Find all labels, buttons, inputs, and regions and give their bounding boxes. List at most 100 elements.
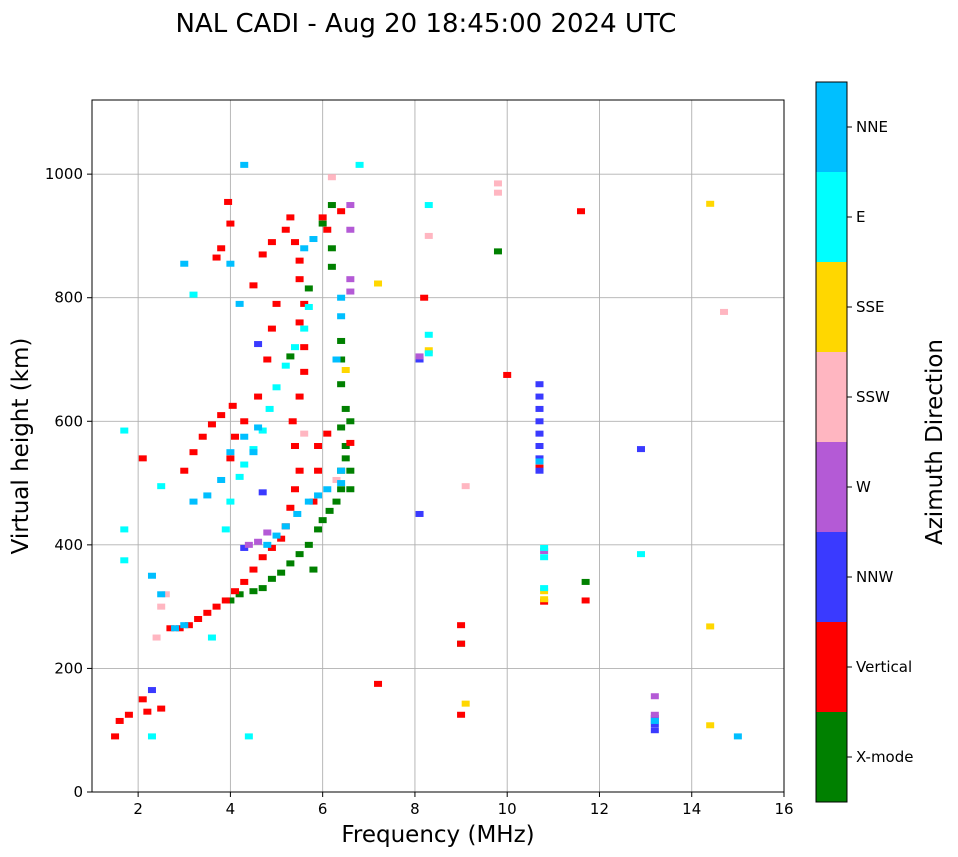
data-point bbox=[341, 367, 350, 374]
data-point bbox=[650, 721, 659, 728]
data-point bbox=[636, 551, 645, 558]
y-tick-label: 200 bbox=[54, 659, 83, 677]
data-point bbox=[120, 557, 129, 564]
data-point bbox=[180, 467, 189, 474]
colorbar-label: SSE bbox=[856, 298, 885, 316]
data-point bbox=[535, 405, 544, 412]
data-point bbox=[147, 733, 156, 740]
data-point bbox=[267, 575, 276, 582]
data-point bbox=[304, 303, 313, 310]
data-point bbox=[240, 578, 249, 585]
data-point bbox=[650, 714, 659, 721]
data-point bbox=[540, 596, 549, 603]
y-tick-label: 1000 bbox=[45, 165, 83, 183]
colorbar-segment bbox=[816, 172, 847, 262]
data-point bbox=[221, 526, 230, 533]
data-point bbox=[720, 308, 729, 315]
data-point bbox=[535, 443, 544, 449]
data-point bbox=[535, 430, 544, 437]
series-ssw bbox=[152, 174, 729, 641]
data-point bbox=[249, 446, 258, 453]
data-point bbox=[189, 291, 198, 298]
data-point bbox=[300, 300, 309, 307]
data-point bbox=[457, 711, 466, 718]
data-point bbox=[332, 498, 341, 505]
data-point bbox=[157, 705, 166, 712]
data-point bbox=[254, 341, 263, 348]
colorbar-label: NNE bbox=[856, 118, 888, 136]
data-point bbox=[281, 523, 290, 530]
data-point bbox=[240, 161, 249, 168]
series-w bbox=[244, 202, 659, 718]
data-point bbox=[535, 464, 544, 471]
data-point bbox=[323, 486, 332, 493]
data-point bbox=[424, 350, 433, 357]
data-point bbox=[540, 554, 549, 561]
data-point bbox=[415, 510, 424, 517]
data-point bbox=[240, 461, 249, 468]
data-point bbox=[535, 458, 544, 465]
colorbar-segment bbox=[816, 82, 847, 172]
y-tick-label: 600 bbox=[54, 412, 83, 430]
data-point bbox=[240, 433, 249, 440]
data-point bbox=[337, 424, 346, 431]
data-point bbox=[240, 544, 249, 551]
data-point bbox=[309, 498, 318, 505]
data-point bbox=[254, 538, 263, 545]
data-point bbox=[535, 381, 544, 388]
data-point bbox=[138, 455, 147, 462]
data-point bbox=[254, 393, 263, 400]
data-point bbox=[203, 492, 212, 499]
data-point bbox=[535, 393, 544, 400]
x-tick-label: 16 bbox=[774, 800, 793, 818]
data-point bbox=[157, 603, 166, 610]
data-point bbox=[374, 680, 383, 687]
data-point bbox=[171, 625, 180, 632]
data-point bbox=[337, 480, 346, 487]
plot-background bbox=[92, 100, 784, 792]
data-point bbox=[166, 625, 175, 632]
data-point bbox=[415, 356, 424, 363]
data-point bbox=[249, 566, 258, 573]
colorbar-label: NNW bbox=[856, 568, 893, 586]
data-point bbox=[346, 439, 355, 446]
data-point bbox=[304, 541, 313, 548]
colorbar-segment bbox=[816, 622, 847, 712]
x-tick-label: 12 bbox=[590, 800, 609, 818]
data-point bbox=[226, 220, 235, 227]
data-point bbox=[231, 588, 240, 595]
data-point bbox=[286, 560, 295, 567]
data-point bbox=[337, 356, 346, 363]
colorbar-segment bbox=[816, 532, 847, 622]
data-point bbox=[337, 337, 346, 344]
data-point bbox=[374, 280, 383, 287]
data-point bbox=[194, 616, 203, 622]
data-point bbox=[309, 566, 318, 573]
data-point bbox=[152, 634, 161, 641]
data-point bbox=[217, 476, 226, 483]
x-tick-label: 10 bbox=[498, 800, 517, 818]
data-point bbox=[249, 588, 258, 595]
data-point bbox=[124, 711, 133, 718]
x-axis-label: Frequency (MHz) bbox=[341, 822, 534, 848]
data-point bbox=[143, 708, 152, 715]
colorbar-label: X-mode bbox=[856, 748, 913, 766]
data-point bbox=[258, 554, 267, 561]
data-point bbox=[733, 733, 742, 740]
series-nnw bbox=[147, 341, 659, 734]
data-point bbox=[207, 421, 216, 428]
data-point bbox=[314, 492, 323, 499]
data-point bbox=[300, 368, 309, 375]
data-point bbox=[540, 544, 549, 551]
data-point bbox=[424, 331, 433, 338]
data-point bbox=[263, 356, 272, 363]
data-point bbox=[295, 551, 304, 558]
data-point bbox=[650, 717, 659, 724]
data-point bbox=[290, 443, 299, 449]
data-point bbox=[189, 449, 198, 456]
data-point bbox=[493, 189, 502, 196]
data-point bbox=[420, 294, 429, 301]
data-point bbox=[457, 640, 466, 647]
data-point bbox=[535, 467, 544, 474]
data-point bbox=[706, 623, 715, 630]
